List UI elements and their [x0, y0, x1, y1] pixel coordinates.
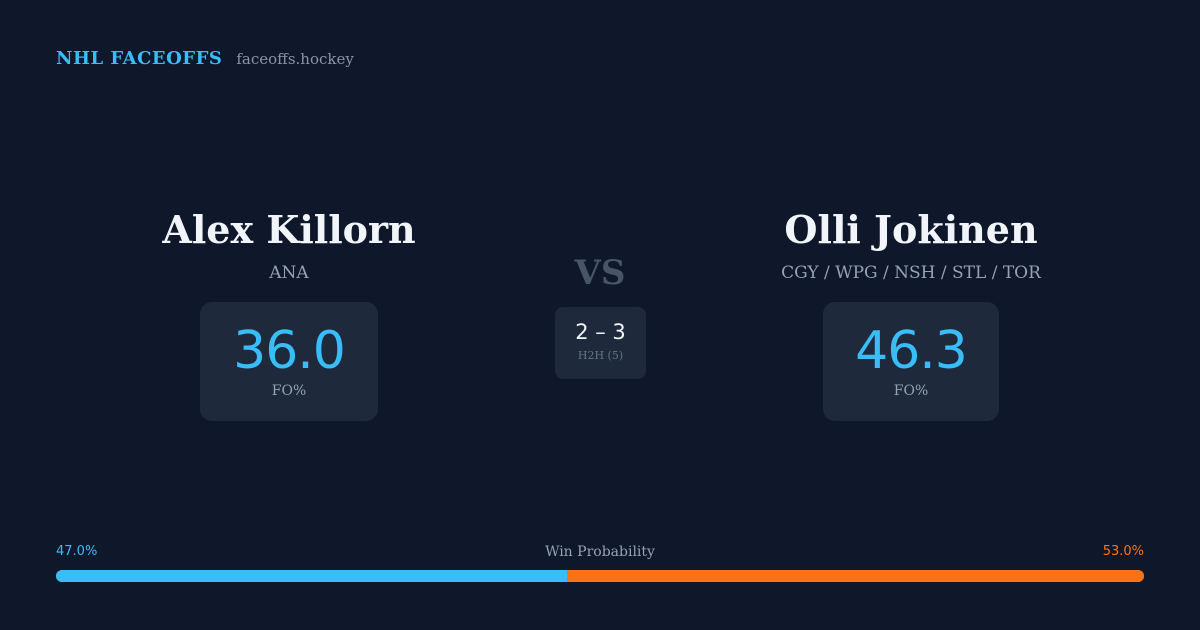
player-b-stat-label: FO% [893, 383, 929, 399]
head-to-head-card: 2 – 3 H2H (5) [555, 307, 646, 379]
win-probability-bar-left [56, 570, 568, 582]
player-b-team: CGY / WPG / NSH / STL / TOR [781, 263, 1041, 283]
player-a-stat-card: 36.0 FO% [200, 302, 378, 421]
player-b-stat-card: 46.3 FO% [823, 302, 999, 421]
player-b-header: Olli Jokinen CGY / WPG / NSH / STL / TOR [711, 206, 1111, 284]
player-a-name: Alex Killorn [162, 207, 416, 252]
win-probability-right-value: 53.0% [1102, 544, 1144, 559]
win-probability-labels: 47.0% Win Probability 53.0% [56, 543, 1144, 563]
player-a-header: Alex Killorn ANA [89, 206, 489, 284]
win-probability-bar [56, 570, 1144, 582]
brand-header: NHL FACEOFFS faceoffs.hockey [56, 48, 354, 69]
versus-label: VS [574, 253, 626, 293]
head-to-head-label: H2H (5) [577, 349, 624, 362]
win-probability-bar-right [567, 570, 1144, 582]
player-a-stat-value: 36.0 [233, 321, 346, 381]
player-b-stat-value: 46.3 [855, 321, 968, 381]
player-a-team: ANA [269, 263, 309, 283]
player-b-name: Olli Jokinen [784, 207, 1038, 252]
win-probability-left-value: 47.0% [56, 544, 98, 559]
brand-name: NHL FACEOFFS [56, 48, 223, 69]
head-to-head-score: 2 – 3 [575, 320, 626, 344]
brand-domain: faceoffs.hockey [236, 50, 354, 68]
win-probability-title: Win Probability [545, 544, 655, 560]
player-a-stat-label: FO% [271, 383, 307, 399]
